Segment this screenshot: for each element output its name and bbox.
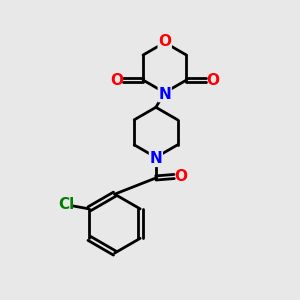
Text: O: O <box>174 169 187 184</box>
Text: N: N <box>149 151 162 166</box>
Text: Cl: Cl <box>58 197 75 212</box>
Text: O: O <box>206 73 219 88</box>
Text: O: O <box>110 73 123 88</box>
Text: N: N <box>158 87 171 102</box>
Text: O: O <box>158 34 171 49</box>
